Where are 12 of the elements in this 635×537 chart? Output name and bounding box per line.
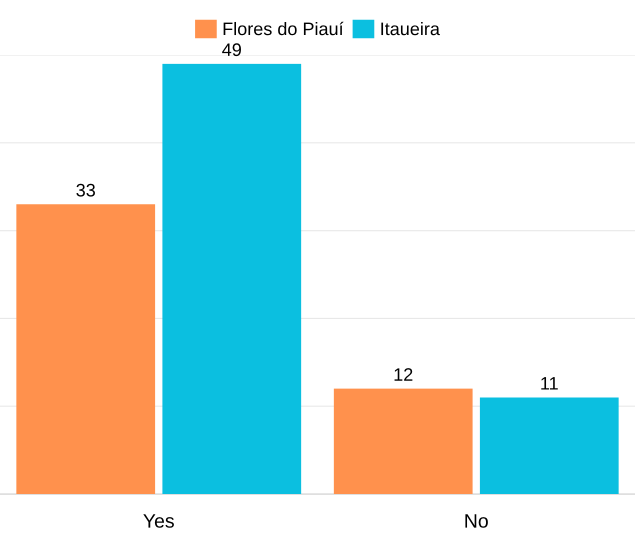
x-tick-label: Yes — [143, 514, 174, 528]
bar — [16, 204, 156, 494]
legend-label: Flores do Piauí — [224, 22, 344, 36]
legend-label: Itaueira — [381, 22, 440, 36]
data-label: 11 — [541, 377, 558, 390]
x-tick-label: No — [465, 514, 488, 528]
data-label: 12 — [394, 368, 412, 381]
data-label: 33 — [76, 184, 95, 197]
bar — [162, 64, 302, 494]
data-label: 49 — [222, 43, 241, 56]
bar — [334, 388, 473, 494]
bar — [480, 397, 619, 494]
